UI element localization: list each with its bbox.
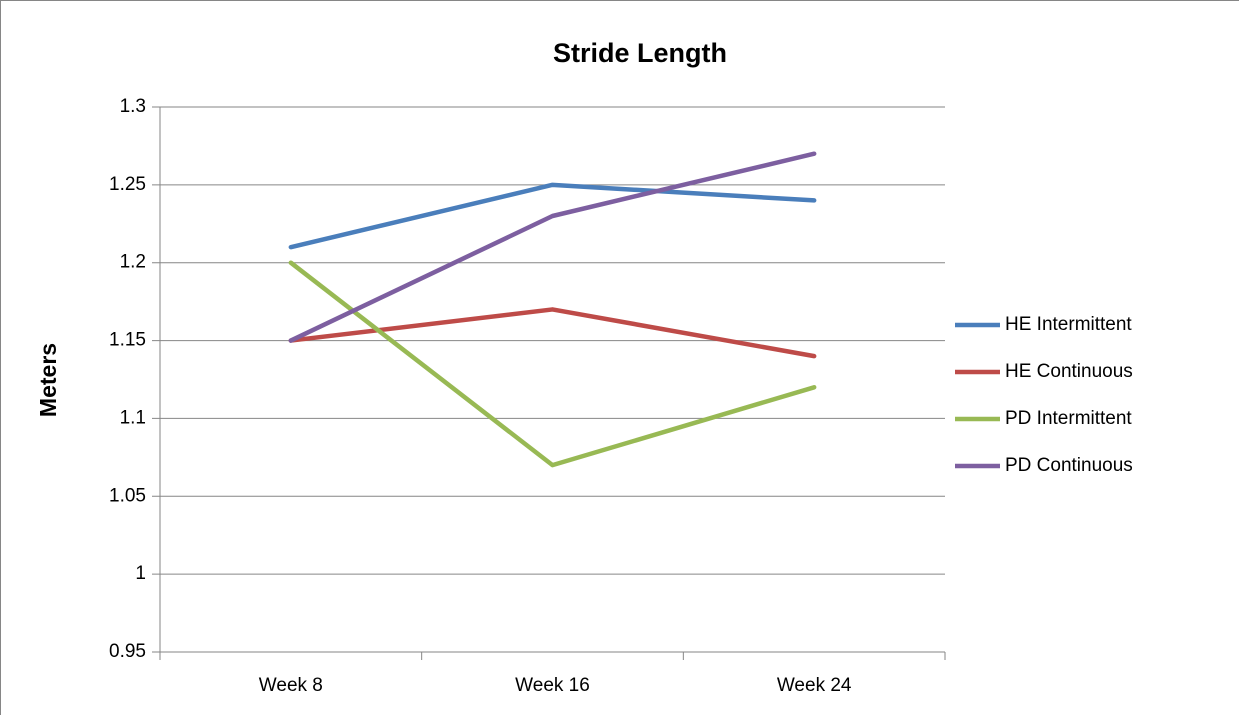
x-tick-label: Week 16	[515, 675, 590, 696]
y-tick-label: 1.1	[120, 407, 146, 428]
y-tick-label: 1.15	[109, 330, 146, 351]
series-line	[288, 260, 817, 468]
legend-label: HE Continuous	[1005, 361, 1133, 382]
series-line	[288, 307, 817, 359]
y-tick-label: 1.2	[120, 252, 146, 273]
chart-title: Stride Length	[553, 38, 727, 68]
legend-label: PD Continuous	[1005, 455, 1133, 476]
x-tick-label: Week 8	[259, 675, 323, 696]
y-tick-label: 1.25	[109, 174, 146, 195]
y-tick-label: 1.05	[109, 485, 146, 506]
legend-label: PD Intermittent	[1005, 408, 1132, 429]
y-tick-label: 0.95	[109, 641, 146, 662]
y-tick-label: 1	[135, 563, 146, 584]
series-line	[288, 151, 817, 343]
x-tick-label: Week 24	[777, 675, 852, 696]
y-tick-label: 1.3	[120, 96, 146, 117]
y-axis-label: Meters	[35, 343, 61, 417]
series-line	[288, 182, 817, 250]
legend-label: HE Intermittent	[1005, 314, 1132, 335]
